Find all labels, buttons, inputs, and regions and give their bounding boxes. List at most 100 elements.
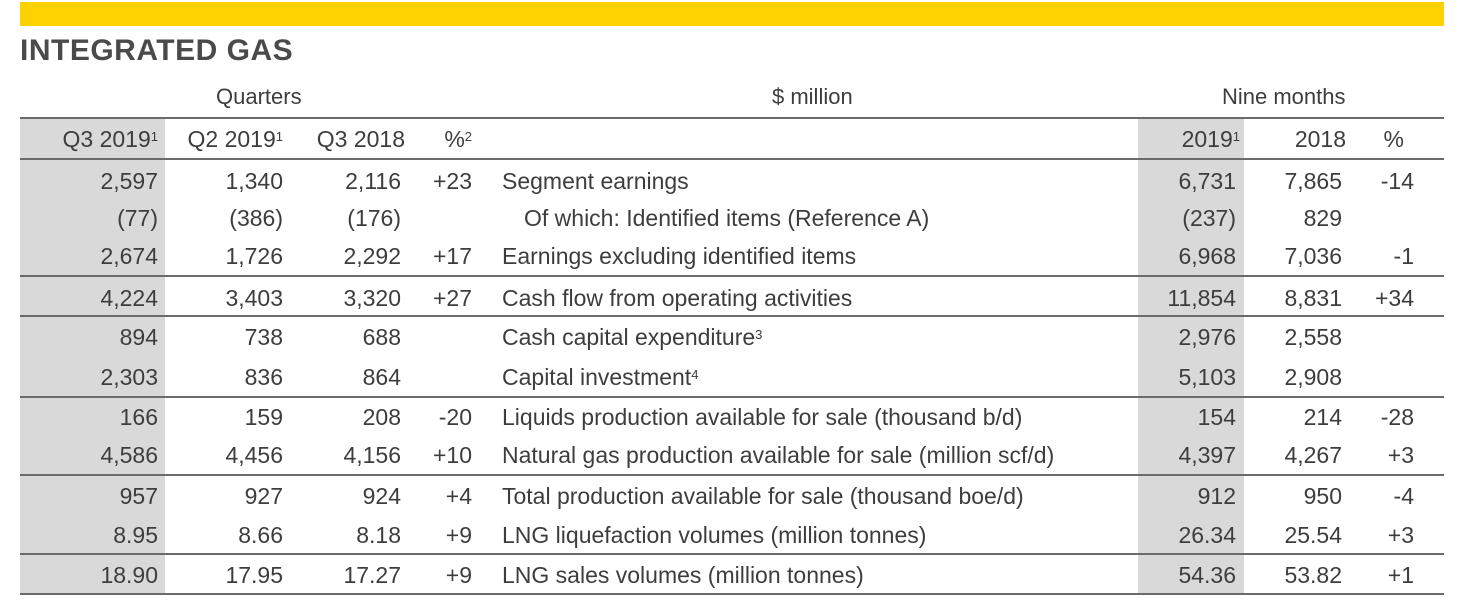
rule-after-capex: [20, 396, 1444, 398]
accent-bar: [20, 2, 1444, 26]
cell-nm-pct: -14: [1380, 168, 1414, 194]
header-q3-2018: Q3 2018: [316, 126, 405, 152]
cell-q2-2019: 17.95: [225, 562, 283, 588]
row-label-text: Total production available for sale (tho…: [502, 483, 1024, 509]
cell-q2-2019: (386): [229, 205, 283, 231]
cell-nm-pct: -4: [1393, 483, 1414, 509]
rule-after-production: [20, 474, 1444, 476]
quarters-group-header: Quarters: [216, 84, 302, 109]
footnote-marker: 3: [755, 327, 763, 342]
row-label: Segment earnings: [502, 166, 689, 196]
cell-nm-2018: 53.82: [1284, 562, 1342, 588]
nine-months-group-header: Nine months: [1222, 84, 1346, 109]
cell-nm-2018: 4,267: [1284, 442, 1342, 468]
cell-q3-2018: 2,116: [345, 168, 401, 194]
cell-quarter-pct: +17: [432, 243, 472, 269]
cell-q2-2019: 836: [244, 364, 283, 390]
cell-q3-2018: 688: [362, 324, 401, 350]
row-label: LNG sales volumes (million tonnes): [502, 560, 864, 590]
cell-q3-2018: 3,320: [343, 285, 401, 311]
cell-nm-2018: 25.54: [1284, 522, 1342, 548]
cell-q3-2019: 2,303: [100, 364, 158, 390]
rule-after-lng-liquefaction: [20, 553, 1444, 555]
rule-header-top: [20, 117, 1444, 119]
cell-nm-2019: 6,731: [1178, 168, 1236, 194]
cell-q3-2019: 4,224: [100, 285, 158, 311]
cell-q3-2018: 924: [362, 483, 401, 509]
cell-nm-pct: +34: [1374, 285, 1414, 311]
cell-q2-2019: 8.66: [238, 522, 283, 548]
row-label-text: Natural gas production available for sal…: [502, 442, 1055, 468]
cell-quarter-pct: +27: [432, 285, 472, 311]
cell-q3-2019: 894: [119, 324, 158, 350]
row-label-text: LNG liquefaction volumes (million tonnes…: [502, 522, 927, 548]
cell-quarter-pct: +9: [445, 522, 472, 548]
row-label: Total production available for sale (tho…: [502, 481, 1024, 511]
cell-q3-2019: 2,674: [100, 243, 158, 269]
footnote-marker: 4: [691, 367, 699, 382]
cell-q3-2019: 166: [119, 404, 158, 430]
cell-q3-2019: (77): [117, 205, 158, 231]
cell-nm-2018: 829: [1303, 205, 1342, 231]
cell-nm-pct: -28: [1380, 404, 1414, 430]
row-label: Cash flow from operating activities: [502, 283, 852, 313]
header-quarter-pct: %2: [444, 126, 472, 152]
cell-q2-2019: 4,456: [225, 442, 283, 468]
row-label-text: Earnings excluding identified items: [502, 243, 857, 269]
rule-after-earnings: [20, 275, 1444, 277]
q3-2019-column-shade: [20, 119, 165, 594]
row-label-text: Cash flow from operating activities: [502, 285, 853, 311]
row-label: Capital investment4: [502, 362, 698, 392]
row-label-text: Liquids production available for sale (t…: [502, 404, 1023, 430]
rule-table-bottom: [20, 593, 1444, 595]
cell-q3-2018: 2,292: [343, 243, 401, 269]
row-label-text: Cash capital expenditure: [502, 324, 756, 350]
cell-q2-2019: 738: [244, 324, 283, 350]
cell-q3-2019: 8.95: [113, 522, 158, 548]
cell-nm-2019: 6,968: [1178, 243, 1236, 269]
rule-after-cashflow: [20, 315, 1444, 317]
cell-q3-2018: 208: [362, 404, 401, 430]
cell-nm-2019: (237): [1182, 205, 1236, 231]
row-label: Of which: Identified items (Reference A): [524, 203, 929, 233]
cell-q2-2019: 1,340: [225, 168, 283, 194]
cell-nm-2018: 214: [1303, 404, 1342, 430]
cell-nm-2019: 5,103: [1178, 364, 1236, 390]
cell-nm-pct: -1: [1393, 243, 1414, 269]
cell-nm-pct: +1: [1387, 562, 1414, 588]
cell-nm-2018: 2,558: [1284, 324, 1342, 350]
row-label: Cash capital expenditure3: [502, 322, 762, 352]
cell-nm-2019: 26.34: [1178, 522, 1236, 548]
cell-q2-2019: 3,403: [225, 285, 283, 311]
cell-nm-2019: 11,854: [1167, 285, 1236, 311]
row-label-text: Capital investment: [502, 364, 692, 390]
cell-q3-2019: 957: [119, 483, 158, 509]
cell-q2-2019: 927: [244, 483, 283, 509]
cell-q3-2019: 18.90: [100, 562, 158, 588]
row-label-text: Segment earnings: [502, 168, 689, 194]
cell-nm-2019: 912: [1197, 483, 1236, 509]
cell-quarter-pct: -20: [438, 404, 472, 430]
header-nm-2019: 20191: [1181, 126, 1240, 152]
row-label: Liquids production available for sale (t…: [502, 402, 1022, 432]
cell-nm-2019: 4,397: [1178, 442, 1236, 468]
cell-q3-2018: 8.18: [356, 522, 401, 548]
cell-nm-2019: 2,976: [1178, 324, 1236, 350]
cell-nm-2018: 2,908: [1284, 364, 1342, 390]
cell-nm-pct: +3: [1387, 442, 1414, 468]
page-title: INTEGRATED GAS: [20, 34, 294, 67]
cell-nm-2018: 7,036: [1284, 243, 1342, 269]
header-q3-2019: Q3 20191: [62, 126, 158, 152]
cell-q2-2019: 1,726: [225, 243, 283, 269]
cell-q3-2018: 17.27: [343, 562, 401, 588]
cell-nm-pct: +3: [1387, 522, 1414, 548]
cell-nm-2019: 54.36: [1178, 562, 1236, 588]
cell-q3-2019: 2,597: [100, 168, 158, 194]
cell-q3-2019: 4,586: [100, 442, 158, 468]
unit-header: $ million: [772, 84, 853, 109]
header-nm-2018: 2018: [1294, 126, 1346, 152]
cell-q2-2019: 159: [244, 404, 283, 430]
cell-q3-2018: 864: [362, 364, 401, 390]
cell-nm-2018: 950: [1303, 483, 1342, 509]
nm-2019-column-shade: [1138, 119, 1244, 594]
